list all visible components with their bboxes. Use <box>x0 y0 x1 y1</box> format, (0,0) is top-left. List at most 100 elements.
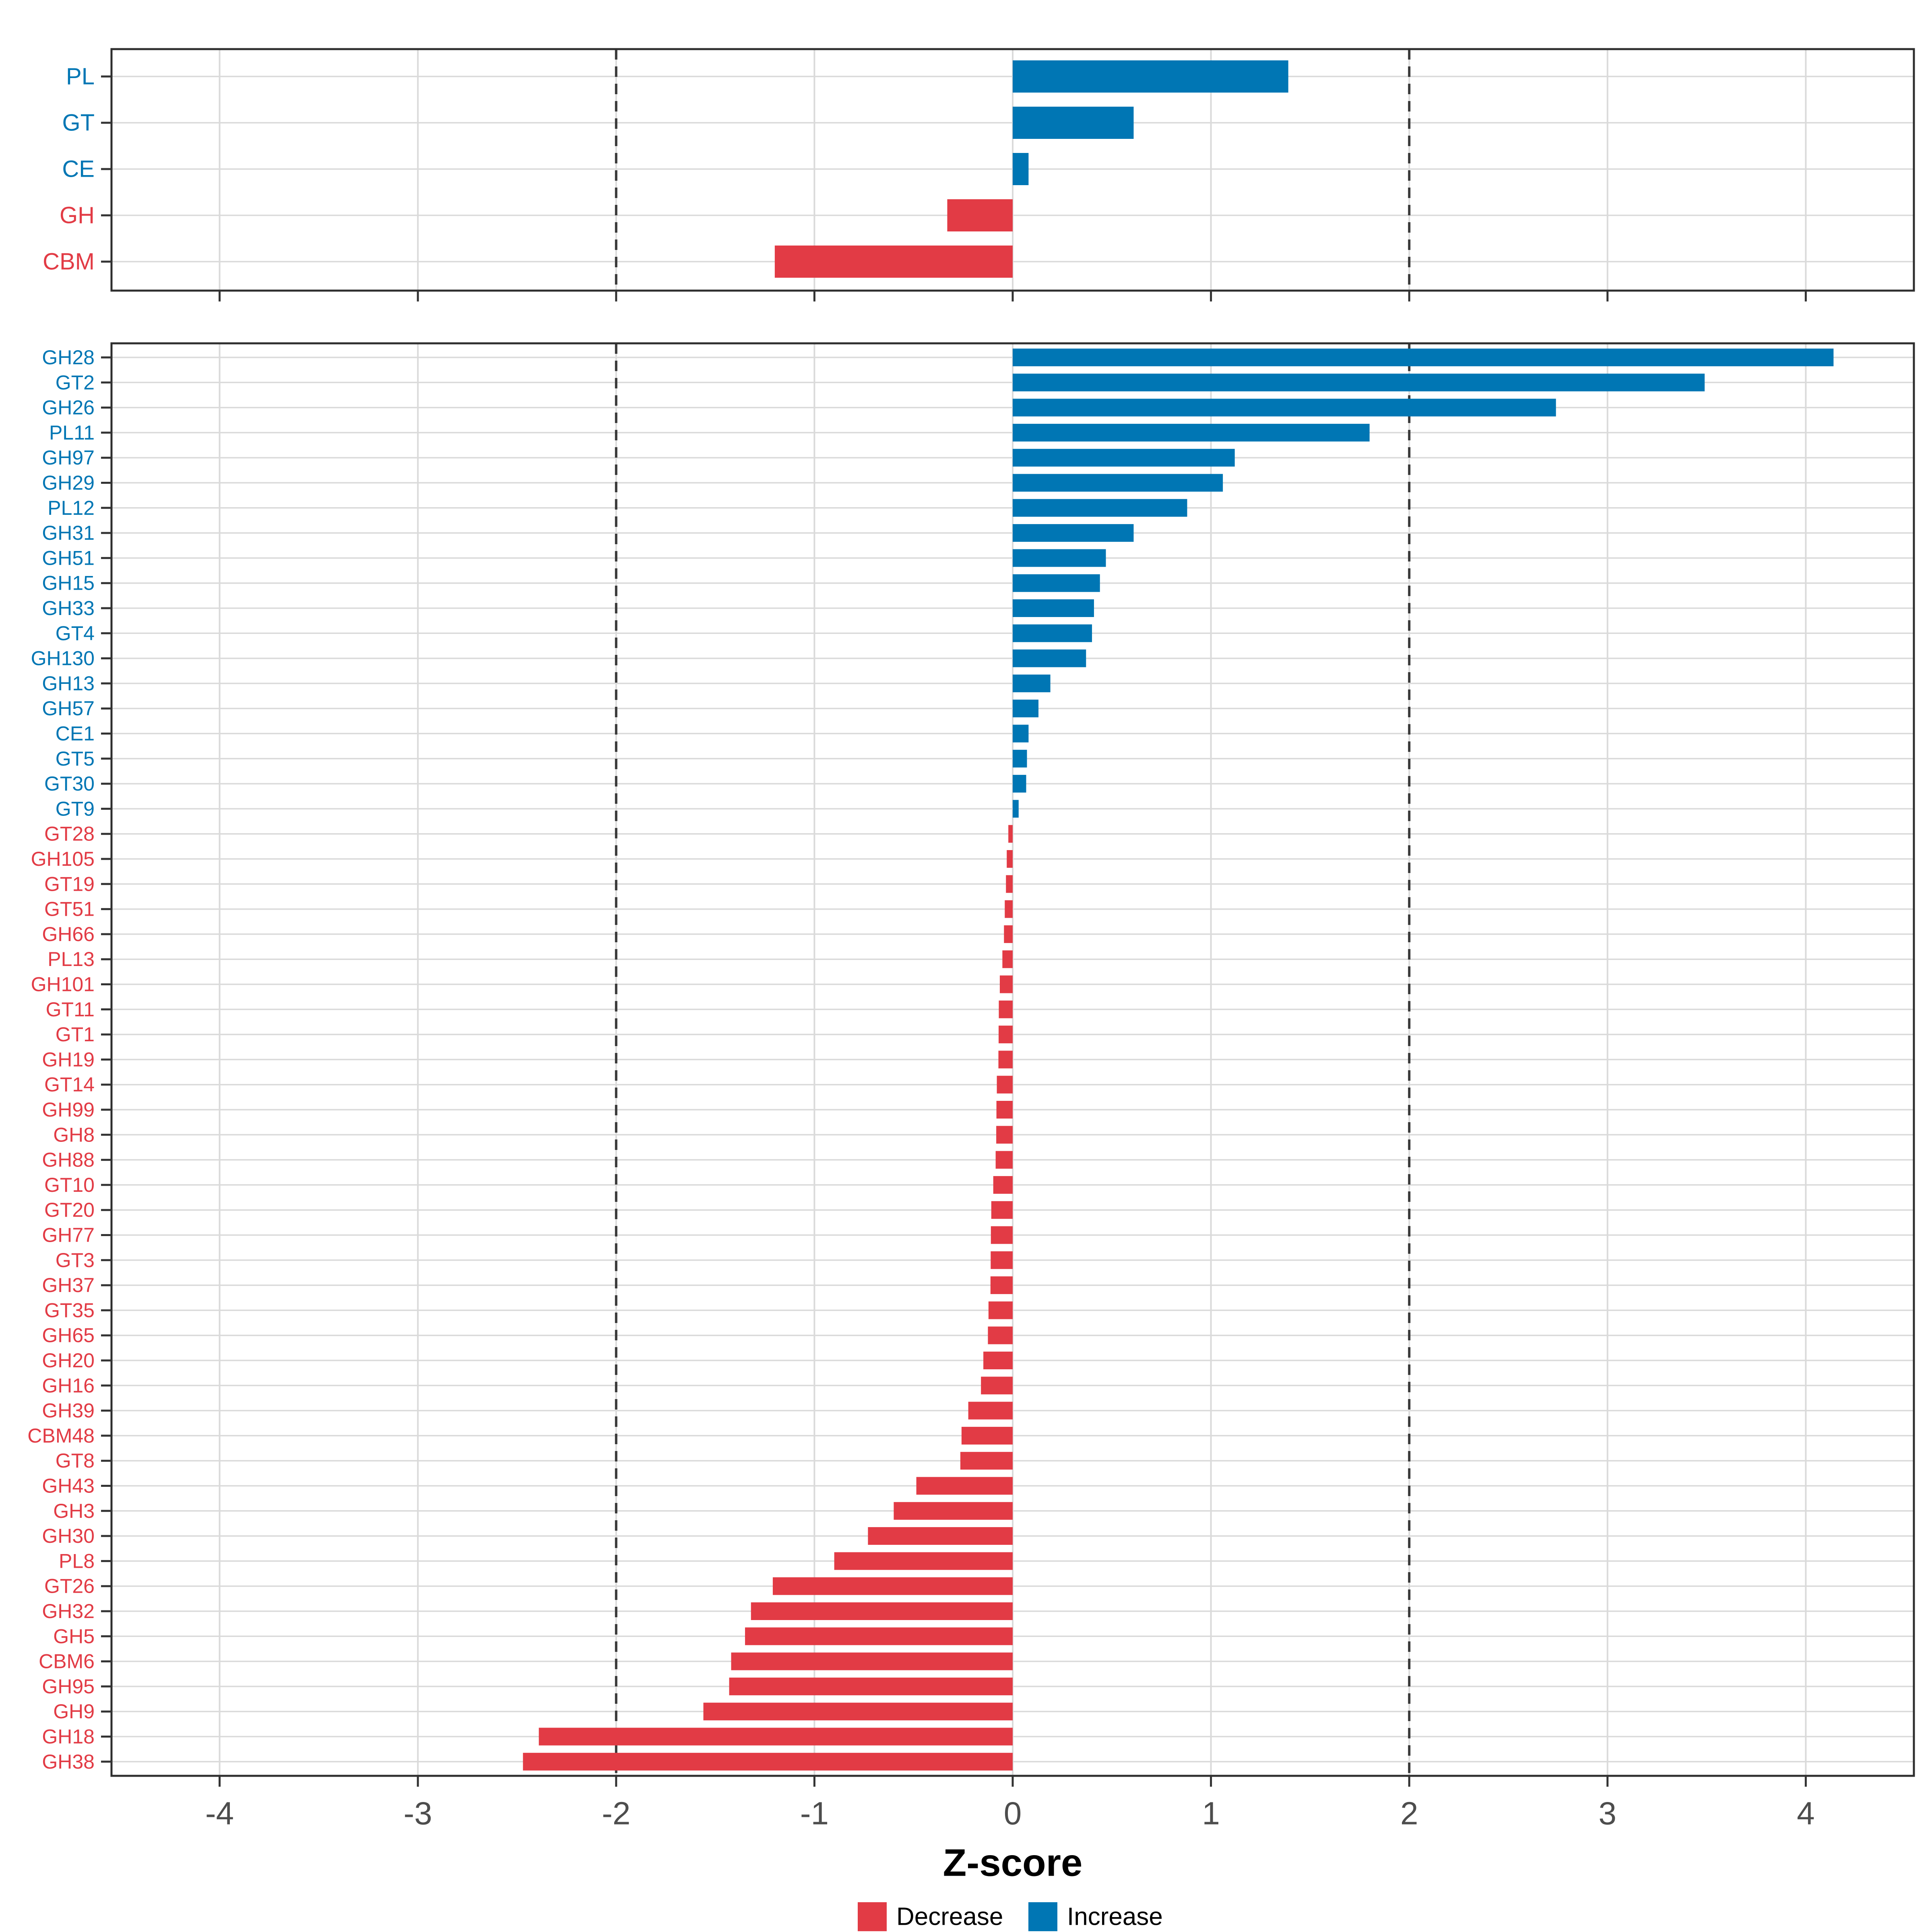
bar-GT28 <box>1008 825 1013 843</box>
x-tick-label: 0 <box>1004 1796 1022 1831</box>
category-label-GH88: GH88 <box>42 1149 95 1171</box>
bar-GH3 <box>894 1502 1013 1520</box>
bar-GH57 <box>1013 700 1039 718</box>
x-tick-label: -3 <box>404 1796 432 1831</box>
bar-GT20 <box>991 1201 1013 1219</box>
category-label-GH: GH <box>60 202 95 229</box>
bar-GH20 <box>983 1352 1013 1369</box>
legend-label-decrease: Decrease <box>896 1903 1003 1931</box>
bar-GH77 <box>991 1226 1013 1244</box>
category-label-GH97: GH97 <box>42 446 95 469</box>
bar-PL13 <box>1002 950 1013 968</box>
bar-GH88 <box>995 1151 1013 1169</box>
bar-GH29 <box>1013 474 1223 492</box>
category-label-GT20: GT20 <box>44 1199 95 1221</box>
category-label-GT28: GT28 <box>44 823 95 845</box>
category-label-GH18: GH18 <box>42 1726 95 1748</box>
legend: Decrease Increase <box>858 1902 1163 1931</box>
category-label-GT: GT <box>62 110 95 136</box>
category-label-GT26: GT26 <box>44 1575 95 1598</box>
bar-GH18 <box>539 1728 1013 1746</box>
category-label-GT1: GT1 <box>56 1023 95 1046</box>
category-label-GH3: GH3 <box>53 1500 95 1522</box>
bar-GH130 <box>1013 649 1086 667</box>
category-label-CBM48: CBM48 <box>27 1424 95 1447</box>
bar-GH31 <box>1013 524 1134 542</box>
category-label-GH105: GH105 <box>31 848 95 870</box>
category-label-GT3: GT3 <box>56 1249 95 1271</box>
bar-GH97 <box>1013 449 1235 467</box>
bar-GH5 <box>745 1627 1013 1645</box>
category-label-GT8: GT8 <box>56 1449 95 1472</box>
category-label-CBM6: CBM6 <box>39 1650 95 1673</box>
bar-GH9 <box>703 1703 1013 1721</box>
category-label-GH15: GH15 <box>42 572 95 594</box>
bar-GT14 <box>997 1075 1013 1094</box>
bar-GH33 <box>1013 599 1094 617</box>
category-label-GT10: GT10 <box>44 1174 95 1196</box>
category-label-GT5: GT5 <box>56 747 95 770</box>
category-label-GT30: GT30 <box>44 772 95 795</box>
bar-PL <box>1013 60 1288 93</box>
bar-GT30 <box>1013 775 1026 793</box>
category-label-CE: CE <box>62 156 95 182</box>
category-label-GH39: GH39 <box>42 1399 95 1422</box>
bar-GH19 <box>998 1051 1013 1069</box>
category-label-GH26: GH26 <box>42 396 95 419</box>
legend-label-increase: Increase <box>1067 1903 1163 1931</box>
category-label-GH5: GH5 <box>53 1625 95 1647</box>
category-label-GH57: GH57 <box>42 697 95 720</box>
category-label-GH77: GH77 <box>42 1224 95 1247</box>
x-tick-label: -4 <box>205 1796 234 1831</box>
bar-GT35 <box>988 1301 1013 1319</box>
x-tick-label: 3 <box>1599 1796 1617 1831</box>
bar-GH65 <box>988 1326 1013 1344</box>
category-label-GH13: GH13 <box>42 672 95 695</box>
bar-GH66 <box>1004 925 1013 943</box>
category-label-GT51: GT51 <box>44 898 95 921</box>
x-tick-label: 2 <box>1400 1796 1418 1831</box>
bar-GH105 <box>1007 850 1013 868</box>
bar-GT51 <box>1005 900 1013 918</box>
bar-GH15 <box>1013 574 1100 592</box>
bar-GH51 <box>1013 549 1106 567</box>
bar-GH101 <box>999 975 1013 993</box>
bar-GH26 <box>1013 398 1556 417</box>
category-label-GH65: GH65 <box>42 1324 95 1347</box>
category-label-GT2: GT2 <box>56 371 95 394</box>
bar-GH13 <box>1013 674 1051 692</box>
category-label-PL: PL <box>66 64 95 90</box>
category-label-GH130: GH130 <box>31 647 95 670</box>
category-label-GH29: GH29 <box>42 472 95 494</box>
bar-GT5 <box>1013 749 1027 768</box>
x-tick-label: 4 <box>1797 1796 1815 1831</box>
bar-CE <box>1013 153 1029 185</box>
bar-GT8 <box>960 1452 1013 1470</box>
bar-GH <box>947 199 1013 231</box>
bar-GH95 <box>729 1677 1013 1695</box>
x-axis: -4 -3 -2 -1 0 1 2 3 4 Z-score <box>205 1796 1815 1885</box>
bar-GH39 <box>968 1402 1013 1420</box>
category-label-CBM: CBM <box>43 249 95 275</box>
bar-GH28 <box>1013 349 1834 366</box>
bar-CBM6 <box>731 1652 1013 1670</box>
bar-GH32 <box>751 1602 1013 1620</box>
panel-families: PL GT CE GH CBM <box>43 48 1915 301</box>
x-axis-title: Z-score <box>943 1841 1083 1885</box>
category-label-GH43: GH43 <box>42 1475 95 1497</box>
bar-GH16 <box>981 1377 1013 1395</box>
category-label-GH51: GH51 <box>42 547 95 569</box>
bar-GH37 <box>990 1276 1013 1294</box>
category-label-GT4: GT4 <box>56 622 95 644</box>
category-label-PL13: PL13 <box>47 948 95 970</box>
bar-GT2 <box>1013 374 1705 392</box>
bar-PL11 <box>1013 423 1370 442</box>
bar-CE1 <box>1013 724 1029 743</box>
bar-GH43 <box>916 1477 1013 1495</box>
bar-GT11 <box>999 1000 1013 1018</box>
x-tick-label: 1 <box>1202 1796 1220 1831</box>
category-label-GH20: GH20 <box>42 1349 95 1372</box>
bar-PL12 <box>1013 499 1187 517</box>
category-label-GT35: GT35 <box>44 1299 95 1321</box>
